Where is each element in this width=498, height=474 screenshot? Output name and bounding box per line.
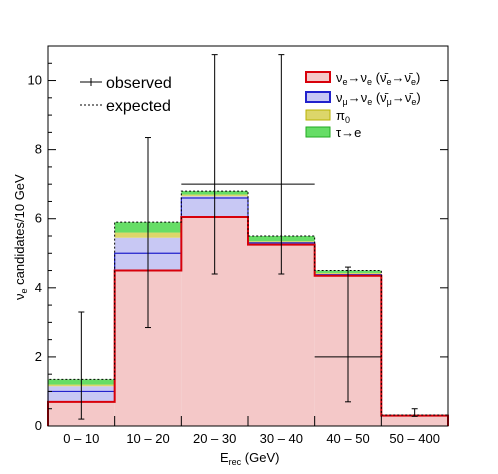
- y-tick-label-0: 0: [35, 418, 42, 433]
- y-tick-label-6: 6: [35, 211, 42, 226]
- bar-layer0-bin5: [381, 415, 448, 426]
- x-tick-label-2: 20 – 30: [193, 431, 236, 446]
- legend-left: observed expected: [80, 75, 172, 115]
- legend-entry-nue: νe→νe (ν̄e→ν̄e): [305, 70, 420, 87]
- x-tick-label-3: 30 – 40: [260, 431, 303, 446]
- svg-text:νμ→νe (ν̄μ→ν̄e): νμ→νe (ν̄μ→ν̄e): [336, 90, 421, 107]
- y-axis-label: νe candidates/10 GeV: [12, 174, 29, 300]
- legend-right: νe→νe (ν̄e→ν̄e) νμ→νe (ν̄μ→ν̄e) π0 τ→e: [305, 70, 421, 140]
- x-axis-label: Erec (GeV): [220, 450, 279, 467]
- svg-text:νe→νe (ν̄e→ν̄e): νe→νe (ν̄e→ν̄e): [336, 70, 420, 87]
- observed-points: [78, 54, 418, 420]
- legend-entry-pi0: π0: [305, 108, 350, 125]
- expected-histogram: [47, 190, 449, 426]
- legend-observed: observed: [106, 75, 172, 92]
- legend-entry-numu: νμ→νe (ν̄μ→ν̄e): [305, 90, 421, 107]
- y-tick-label-4: 4: [35, 280, 42, 295]
- bar-layer0-bin3: [248, 244, 315, 426]
- x-tick-label-5: 50 – 400: [389, 431, 440, 446]
- svg-text:τ→e: τ→e: [336, 125, 361, 140]
- x-tick-label-0: 0 – 10: [63, 431, 99, 446]
- y-tick-label-8: 8: [35, 142, 42, 157]
- expected-line: [47, 190, 449, 426]
- y-tick-label-2: 2: [35, 349, 42, 364]
- x-tick-label-1: 10 – 20: [126, 431, 169, 446]
- x-tick-label-4: 40 – 50: [326, 431, 369, 446]
- legend-expected: expected: [106, 98, 171, 115]
- axes: 0 2 4 6 8 10 0 – 10 10 – 20 20 – 30 30 – 40 40 – 5…: [28, 62, 448, 446]
- y-tick-label-10: 10: [28, 73, 42, 88]
- legend-entry-tau: τ→e: [305, 125, 361, 140]
- svg-text:π0: π0: [336, 108, 350, 125]
